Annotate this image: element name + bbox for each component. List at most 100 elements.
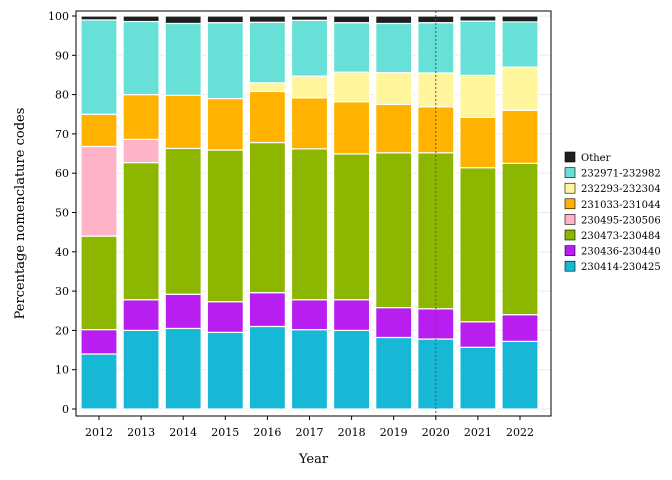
bar-segment — [80, 235, 118, 331]
bar-segment — [375, 307, 413, 339]
x-axis: 2012 2013 2014 2015 2016 2017 2018 2019 2020 2021… — [85, 416, 534, 439]
x-tick-label: 2014 — [169, 426, 197, 439]
bar-segment — [375, 152, 413, 309]
legend-swatch — [564, 245, 576, 256]
bar-segment — [375, 71, 413, 106]
bar-segment — [333, 299, 371, 332]
y-tick-label: 20 — [55, 324, 69, 337]
bar-segment — [248, 21, 286, 84]
bar-segment — [206, 331, 244, 410]
bar-segment — [164, 15, 202, 25]
bar-segment — [248, 325, 286, 410]
bar-segment — [417, 152, 455, 310]
bar-segment — [290, 148, 329, 301]
legend-label: 230436-230440 — [581, 247, 661, 258]
bar-segment — [333, 22, 371, 73]
x-tick-label: 2021 — [464, 426, 492, 439]
bar-segment — [501, 66, 539, 111]
bar-segment — [164, 327, 202, 410]
bar-segment — [459, 74, 497, 118]
bar-segment — [80, 19, 118, 115]
x-axis-title: Year — [298, 452, 329, 467]
legend-swatch — [564, 260, 576, 272]
bar-segment — [80, 329, 118, 355]
x-tick-label: 2017 — [296, 426, 324, 439]
legend-swatch — [564, 214, 576, 225]
y-tick-label: 50 — [55, 207, 69, 220]
bar-segment — [459, 15, 497, 22]
bar-segment — [290, 97, 329, 150]
bar-segment — [122, 138, 160, 164]
bar-segment — [122, 20, 160, 96]
bar-segment — [248, 82, 286, 93]
bar-segment — [122, 15, 160, 23]
legend-swatch — [564, 151, 576, 163]
x-tick-label: 2019 — [380, 426, 408, 439]
y-tick-label: 30 — [55, 285, 69, 298]
plot-frame — [75, 10, 552, 417]
x-tick-label: 2012 — [85, 426, 113, 439]
bar-segment — [459, 321, 497, 348]
bar-segment — [80, 15, 118, 21]
bar-segment — [248, 90, 286, 144]
bar-segment — [248, 15, 286, 23]
y-tick-label: 80 — [55, 89, 69, 102]
bar-segment — [290, 75, 329, 99]
bar-segment — [248, 292, 286, 328]
bar-segment — [122, 329, 160, 410]
bar-segment — [417, 72, 455, 108]
bar-segment — [459, 20, 497, 76]
bar-segment — [164, 94, 202, 150]
bar-segment — [122, 93, 160, 141]
bar-segment — [459, 116, 497, 169]
x-tick-label: 2013 — [127, 426, 155, 439]
bar-segment — [333, 71, 371, 103]
legend-label: 231033-231044 — [581, 200, 661, 211]
bar-segment — [80, 113, 118, 148]
bar-segment — [459, 346, 497, 410]
y-axis-title: Percentage nomenclature codes — [13, 108, 28, 320]
bar-segment — [501, 162, 539, 316]
x-tick-label: 2016 — [253, 426, 281, 439]
bar-segment — [459, 167, 497, 323]
bar-segment — [164, 293, 202, 330]
bar-segment — [122, 299, 160, 332]
bar-segment — [333, 15, 371, 24]
bar-segment — [206, 149, 244, 303]
legend-swatch — [564, 229, 576, 241]
bar-segment — [501, 109, 539, 164]
bar-segment — [206, 22, 244, 100]
legend-label: 230414-230425 — [581, 262, 661, 273]
bar-segment — [80, 145, 118, 237]
bar-segment — [417, 338, 455, 410]
x-tick-label: 2018 — [338, 426, 366, 439]
legend-label: Other — [581, 153, 611, 164]
legend-swatch — [564, 198, 576, 210]
legend-label: 230473-230484 — [581, 231, 661, 242]
bar-segment — [501, 314, 539, 343]
bar-segment — [248, 141, 286, 294]
x-tick-label: 2020 — [422, 426, 450, 439]
y-tick-label: 40 — [55, 246, 69, 259]
bar-segment — [290, 299, 329, 331]
bar-segment — [501, 21, 539, 68]
bar-segment — [290, 15, 329, 21]
bar-segment — [206, 97, 244, 151]
bar-segment — [333, 153, 371, 301]
bar-segment — [290, 19, 329, 77]
legend: Other 232971-232982 232293-232304 231033-23… — [564, 151, 661, 273]
legend-swatch — [564, 167, 576, 178]
bar-segment — [164, 147, 202, 295]
bar-segment — [122, 161, 160, 301]
bar-segment — [375, 15, 413, 25]
bar-segment — [333, 101, 371, 155]
bars — [80, 15, 539, 410]
bar-segment — [375, 22, 413, 74]
bar-segment — [206, 15, 244, 24]
bar-segment — [206, 301, 244, 333]
bar-segment — [501, 340, 539, 410]
bar-segment — [290, 329, 329, 410]
legend-label: 230495-230506 — [581, 215, 661, 226]
y-tick-label: 0 — [62, 403, 69, 416]
